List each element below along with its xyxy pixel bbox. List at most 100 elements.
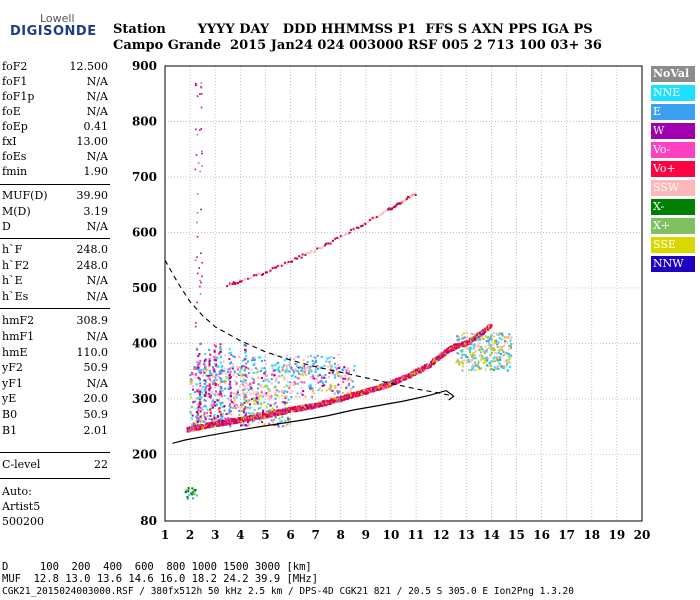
trace-point: [487, 328, 490, 331]
echo-point: [191, 379, 194, 382]
echo-point: [230, 391, 233, 394]
echo-point: [283, 378, 286, 381]
echo-point: [461, 360, 464, 363]
echo-point: [493, 369, 496, 372]
echo-point: [199, 382, 202, 385]
echo-point: [250, 359, 253, 362]
echo-point: [221, 412, 224, 415]
second-hop-point: [230, 282, 233, 285]
second-hop-point: [314, 249, 317, 252]
echo-point: [200, 414, 203, 417]
echo-point: [226, 412, 229, 415]
second-hop-point: [377, 215, 380, 218]
echo-point: [502, 354, 505, 357]
echo-point: [249, 403, 252, 406]
echo-point: [486, 348, 489, 351]
echo-point: [458, 336, 461, 339]
echo-point: [252, 397, 255, 400]
echo-point: [211, 399, 214, 402]
echo-point: [199, 415, 202, 418]
echo-point: [233, 371, 236, 374]
echo-point: [219, 389, 222, 392]
echo-point: [455, 361, 458, 364]
echo-point: [498, 337, 501, 340]
echo-point: [213, 393, 216, 396]
second-hop-point: [375, 216, 378, 219]
echo-point: [205, 421, 208, 424]
echo-point: [297, 370, 300, 373]
echo-point: [261, 394, 264, 397]
echo-point: [219, 381, 222, 384]
echo-point: [211, 404, 214, 407]
echo-point: [478, 345, 481, 348]
echo-point: [199, 170, 201, 173]
echo-point: [245, 366, 248, 369]
trace-point: [265, 414, 268, 417]
echo-point: [232, 373, 235, 376]
echo-point: [317, 365, 320, 368]
trace-point: [301, 404, 305, 407]
trace-point: [432, 359, 436, 362]
trace-point: [314, 403, 317, 406]
echo-point: [254, 399, 257, 402]
echo-point: [199, 390, 202, 393]
param-name: D: [2, 220, 11, 233]
echo-point: [196, 383, 199, 386]
echo-point: [489, 343, 492, 346]
echo-point: [190, 381, 193, 384]
echo-point: [309, 384, 312, 387]
echo-point: [333, 357, 336, 360]
echo-point: [257, 407, 260, 410]
echo-point: [240, 366, 243, 369]
echo-point: [274, 401, 277, 404]
echo-point: [189, 413, 192, 416]
echo-point: [209, 410, 212, 413]
echo-point: [273, 369, 276, 372]
trace-point: [199, 427, 203, 430]
trace-point: [407, 376, 410, 379]
echo-point: [271, 407, 274, 410]
echo-point: [218, 370, 221, 373]
echo-point: [204, 365, 207, 368]
echo-point: [272, 409, 275, 412]
echo-point: [312, 375, 315, 378]
second-hop-point: [239, 280, 242, 283]
param-value: N/A: [86, 150, 108, 163]
second-hop-point: [305, 252, 308, 255]
echo-point: [227, 368, 230, 371]
echo-point: [250, 368, 253, 371]
second-hop-point: [240, 280, 243, 283]
echo-point: [244, 344, 247, 347]
echo-point: [497, 367, 500, 370]
trace-point: [385, 386, 388, 389]
trace-point: [474, 337, 477, 340]
echo-point: [215, 363, 218, 366]
echo-point: [472, 332, 475, 335]
second-hop-point: [331, 239, 334, 242]
echo-point: [284, 419, 287, 422]
echo-point: [202, 406, 205, 409]
trace-point: [482, 330, 485, 333]
echo-point: [191, 423, 194, 426]
echo-point: [461, 337, 464, 340]
echo-point: [221, 417, 224, 420]
legend-item-nnw: NNW: [651, 256, 695, 272]
trace-point: [469, 337, 472, 340]
echo-point: [205, 389, 208, 392]
second-hop-point: [227, 283, 230, 286]
trace-point: [452, 347, 455, 350]
echo-point: [463, 359, 466, 362]
echo-point: [489, 364, 492, 367]
legend-item-vo-: Vo+: [651, 161, 695, 177]
echo-point: [197, 355, 200, 358]
echo-point: [203, 382, 206, 385]
echo-point: [198, 368, 201, 371]
param-row: h`F 248.0: [2, 243, 108, 257]
echo-point: [277, 361, 280, 364]
echo-point: [280, 419, 283, 422]
echo-point: [242, 388, 245, 391]
echo-point: [253, 358, 256, 361]
echo-point: [345, 386, 348, 389]
x-tick-label: 17: [558, 528, 575, 542]
echo-point: [259, 384, 262, 387]
